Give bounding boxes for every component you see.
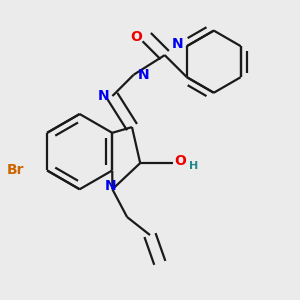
Text: N: N [98, 89, 109, 103]
Text: O: O [130, 30, 142, 44]
Text: N: N [105, 179, 117, 193]
Text: N: N [138, 68, 149, 82]
Text: H: H [189, 161, 198, 171]
Text: N: N [171, 37, 183, 50]
Text: O: O [174, 154, 186, 169]
Text: Br: Br [7, 164, 25, 177]
